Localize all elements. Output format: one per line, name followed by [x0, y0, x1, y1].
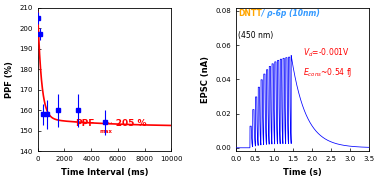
Text: ~ 205 %: ~ 205 %	[104, 119, 146, 128]
Text: $V_d$=-0.001V: $V_d$=-0.001V	[303, 46, 349, 59]
Text: DNTT: DNTT	[238, 9, 262, 18]
Y-axis label: EPSC (nA): EPSC (nA)	[201, 56, 210, 103]
Text: max: max	[99, 129, 112, 134]
Text: / ρ-6p (10nm): / ρ-6p (10nm)	[259, 9, 320, 18]
Text: $E_{cons}$~0.54 fJ: $E_{cons}$~0.54 fJ	[303, 67, 352, 79]
Text: PPF: PPF	[75, 119, 95, 128]
X-axis label: Time (s): Time (s)	[283, 168, 322, 177]
Y-axis label: PPF (%): PPF (%)	[5, 61, 14, 98]
X-axis label: Time Interval (ms): Time Interval (ms)	[61, 168, 148, 177]
Text: (450 nm): (450 nm)	[238, 31, 274, 40]
